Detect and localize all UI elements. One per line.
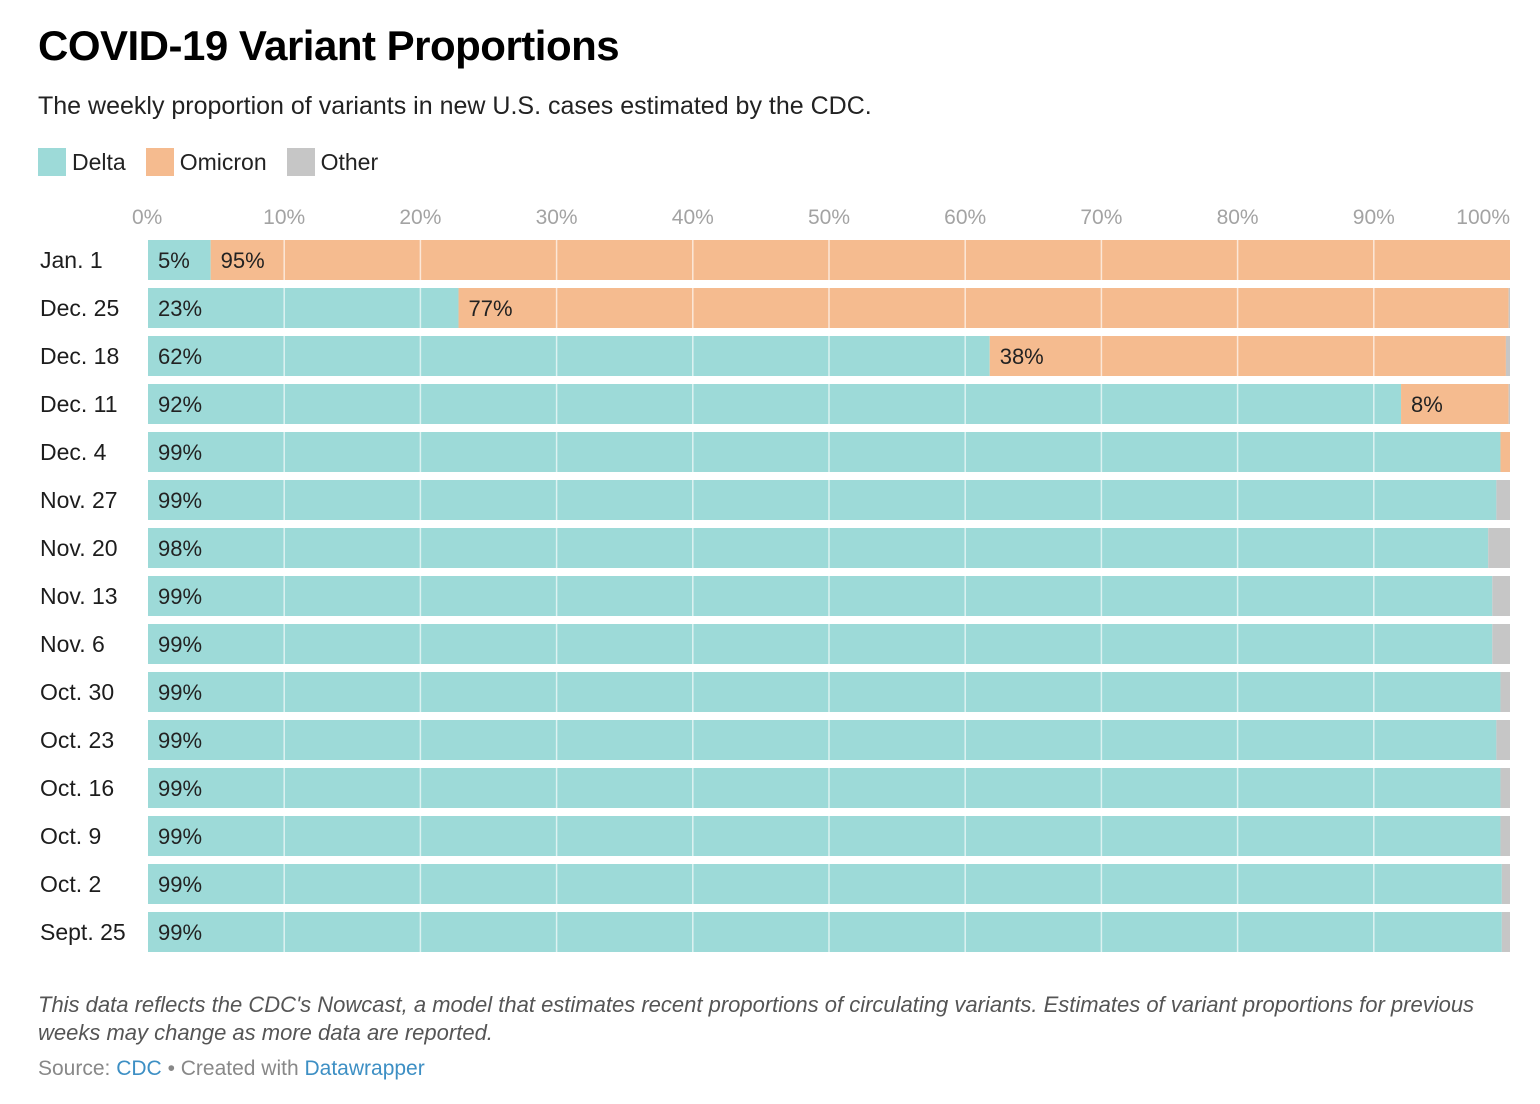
category-label: Jan. 1 [40,247,103,273]
category-label: Oct. 23 [40,727,114,753]
x-tick-label: 30% [536,206,578,229]
bar-other [1496,480,1510,520]
bar-other [1501,864,1510,904]
x-tick-label: 80% [1217,206,1259,229]
data-label-delta: 99% [158,920,202,945]
category-label: Dec. 4 [40,439,107,465]
bar-other [1492,624,1510,664]
data-label-delta: 99% [158,824,202,849]
data-label-omicron: 95% [221,248,265,273]
category-label: Oct. 9 [40,823,101,849]
bar-other [1488,528,1510,568]
source-separator: • [167,1057,175,1080]
bar-delta [148,816,1501,856]
bars-group [148,240,1511,952]
bar-omicron [1401,384,1509,424]
category-label: Dec. 11 [40,391,118,417]
category-label: Oct. 2 [40,871,101,897]
source-link-cdc[interactable]: CDC [116,1057,162,1080]
category-label: Nov. 27 [40,487,118,513]
source-label: Source: [38,1057,111,1080]
legend-label-delta: Delta [72,148,126,175]
data-label-omicron: 77% [469,296,513,321]
data-label-delta: 99% [158,488,202,513]
category-label: Nov. 13 [40,583,118,609]
bar-other [1496,720,1510,760]
bar-other [1492,576,1510,616]
chart-notes: This data reflects the CDC's Nowcast, a … [38,992,1475,1045]
data-label-delta: 99% [158,440,202,465]
data-label-delta: 98% [158,536,202,561]
x-tick-label: 90% [1353,206,1395,229]
data-label-delta: 99% [158,872,202,897]
bar-other [1500,768,1510,808]
x-tick-label: 70% [1080,206,1122,229]
bar-other [1501,912,1510,952]
data-label-delta: 99% [158,776,202,801]
category-label: Nov. 6 [40,631,105,657]
data-label-delta: 23% [158,296,202,321]
legend-item-other: Other [286,148,379,176]
legend-swatch-omicron [145,148,174,176]
bar-omicron [210,240,1511,280]
bar-delta [148,528,1489,568]
created-with-label: Created with [180,1057,299,1080]
bar-other [1500,672,1510,712]
bar-delta [148,912,1502,952]
legend-item-delta: Delta [38,148,126,176]
bar-delta [148,432,1501,472]
bar-other [1500,816,1510,856]
category-label: Oct. 30 [40,679,114,705]
data-label-delta: 99% [158,584,202,609]
data-label-delta: 62% [158,344,202,369]
legend-label-other: Other [320,148,379,175]
chart-source: Source: CDC • Created with Datawrapper [38,1057,425,1081]
category-label: Nov. 20 [40,535,118,561]
stacked-bar-chart: 0% 10% 20% 30% 40% 50% 60% 70% 80% 90% 100% Jan. 1 5… [40,206,1511,952]
x-tick-label: 60% [944,206,986,229]
chart-subtitle: The weekly proportion of variants in new… [38,92,872,120]
chart-title: COVID-19 Variant Proportions [38,22,620,69]
x-tick-label: 50% [808,206,850,229]
data-label-delta: 99% [158,728,202,753]
x-tick-label: 20% [399,206,441,229]
category-label: Dec. 25 [40,295,119,321]
bar-delta [148,720,1497,760]
data-label-omicron: 38% [1000,344,1044,369]
bar-delta [148,576,1493,616]
category-label: Dec. 18 [40,343,119,369]
bar-delta [148,768,1501,808]
bar-other [1508,384,1510,424]
legend-swatch-other [286,148,315,176]
bar-delta [148,864,1502,904]
data-label-delta: 92% [158,392,202,417]
x-tick-label: 100% [1456,206,1510,229]
legend-swatch-delta [38,148,66,176]
bar-delta [148,480,1497,520]
bar-omicron [989,336,1506,376]
x-tick-label: 40% [672,206,714,229]
bar-delta [148,624,1493,664]
bar-omicron [1500,432,1510,472]
legend-label-omicron: Omicron [179,148,267,175]
bar-other [1508,288,1510,328]
data-label-delta: 99% [158,680,202,705]
bar-omicron [458,288,1509,328]
bar-delta [148,672,1501,712]
x-tick-label: 0% [132,206,162,229]
bar-other [1505,336,1510,376]
category-label: Oct. 16 [40,775,114,801]
data-label-delta: 5% [158,248,190,273]
x-tick-label: 10% [263,206,305,229]
category-label: Sept. 25 [40,919,126,945]
bar-delta [148,384,1402,424]
legend: Delta Omicron Other [38,148,398,176]
bar-delta [148,288,459,328]
datawrapper-link[interactable]: Datawrapper [304,1057,425,1080]
bar-delta [148,336,990,376]
data-label-delta: 99% [158,632,202,657]
legend-item-omicron: Omicron [145,148,267,176]
bar-delta [148,240,211,280]
data-label-omicron: 8% [1411,392,1443,417]
